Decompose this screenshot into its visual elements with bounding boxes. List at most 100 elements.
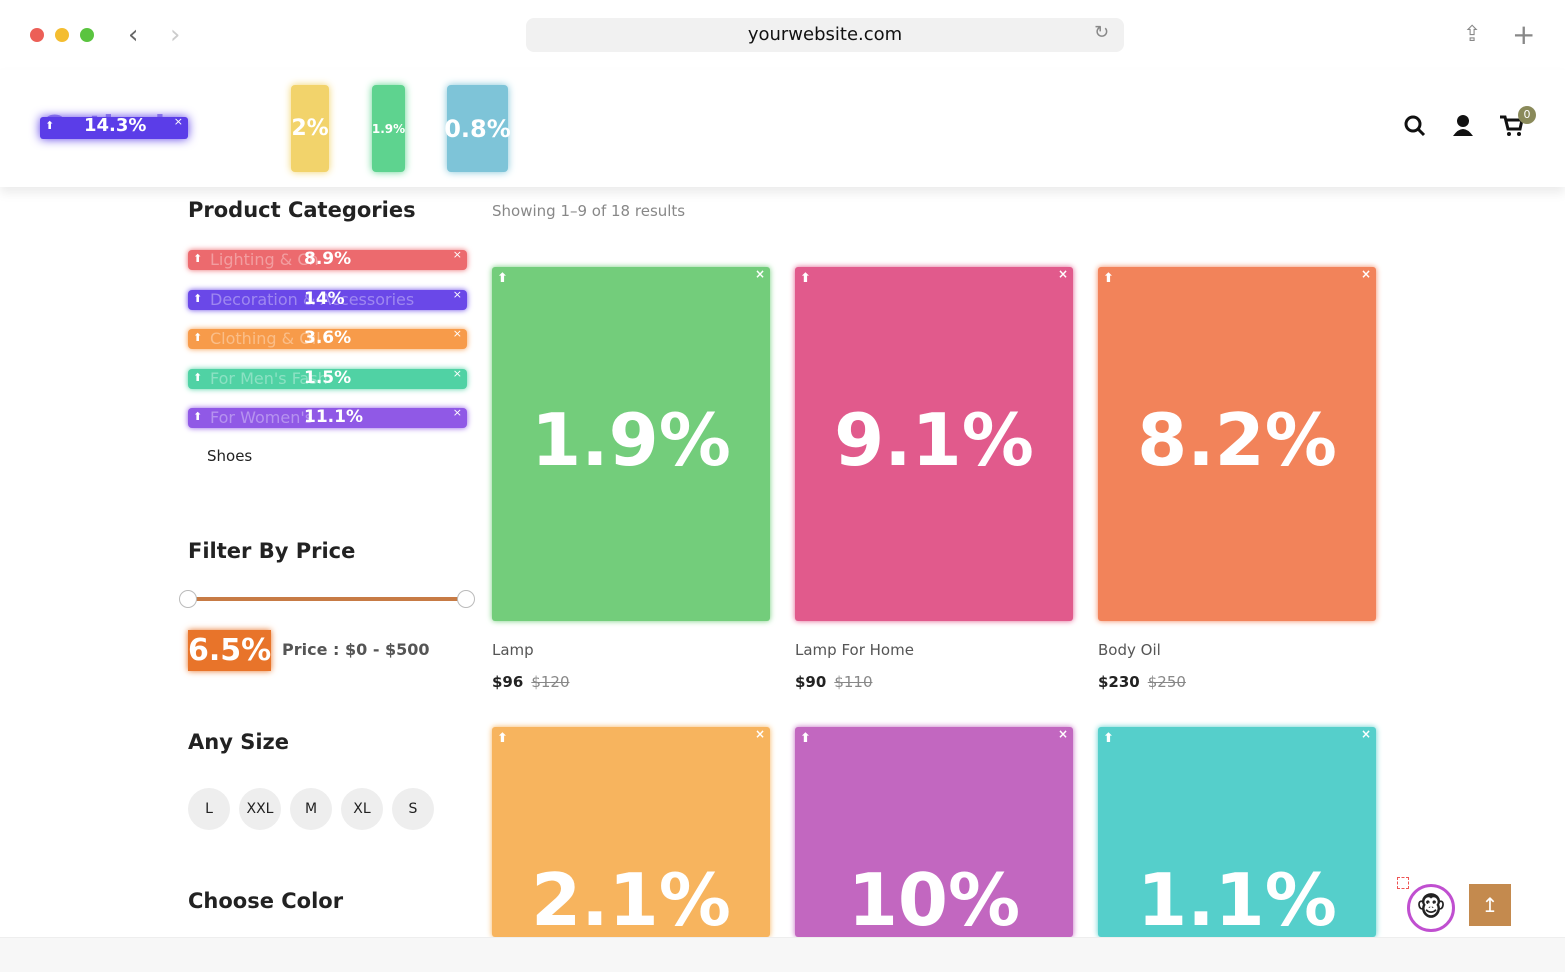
product-card[interactable]: 2.1% ⬆ × xyxy=(492,727,770,937)
product-card[interactable]: 10% ⬆ × xyxy=(795,727,1073,937)
pin-icon: ⬆ xyxy=(1103,271,1114,286)
category-link[interactable]: Shoes xyxy=(207,447,253,465)
close-icon[interactable]: × xyxy=(754,267,765,281)
size-option[interactable]: XXL xyxy=(239,788,281,830)
product-price: $90 $110 xyxy=(795,673,873,691)
select-icon[interactable] xyxy=(1397,877,1409,889)
old-price: $110 xyxy=(834,673,873,691)
nav-heat: 2% xyxy=(291,85,329,172)
close-icon[interactable]: × xyxy=(1360,267,1371,281)
click-rate: 8.2% xyxy=(1137,398,1337,482)
forward-button[interactable]: › xyxy=(170,20,181,50)
nav-heat: 0.8% xyxy=(444,85,511,172)
size-option[interactable]: L xyxy=(188,788,230,830)
size-option[interactable]: M xyxy=(290,788,332,830)
price-title: Filter By Price xyxy=(188,539,356,563)
results-count: Showing 1–9 of 18 results xyxy=(492,202,686,220)
categories-title: Product Categories xyxy=(188,198,416,222)
product-card[interactable]: 1.9% ⬆ × xyxy=(492,267,770,621)
category-link[interactable]: Lighting & Ch xyxy=(210,250,319,269)
close-icon[interactable]: × xyxy=(1360,727,1371,741)
click-rate: 8.9% xyxy=(304,250,352,269)
category-heat[interactable]: Lighting & Ch 8.9% ⬆ × xyxy=(188,250,467,270)
product-name[interactable]: Body Oil xyxy=(1098,641,1161,659)
category-link[interactable]: Decoration & Accessories xyxy=(210,289,415,309)
pin-icon: ⬆ xyxy=(45,119,55,132)
price-slider xyxy=(188,597,467,601)
size-option[interactable]: XL xyxy=(341,788,383,830)
close-icon[interactable]: × xyxy=(754,727,765,741)
price: $90 xyxy=(795,673,827,691)
close-icon[interactable]: × xyxy=(452,250,462,261)
click-rate: 14% xyxy=(304,289,345,309)
pin-icon: ⬆ xyxy=(800,271,811,286)
price: $96 xyxy=(492,673,524,691)
new-tab-icon[interactable]: + xyxy=(1512,18,1536,51)
nav-heat: 1.9% xyxy=(372,85,405,172)
reload-icon[interactable]: ↻ xyxy=(1094,22,1110,43)
back-button[interactable]: ‹ xyxy=(128,20,139,50)
close-icon[interactable]: × xyxy=(452,289,462,301)
logo-heat: ⬆ 14.3% × xyxy=(40,115,188,139)
click-rate: 1.1% xyxy=(1137,858,1337,937)
close-dot[interactable] xyxy=(30,28,44,42)
size-option[interactable]: S xyxy=(392,788,434,830)
chat-avatar[interactable]: 🐵 xyxy=(1407,884,1455,932)
category-heat[interactable]: Clothing & Oil 3.6% ⬆ × xyxy=(188,329,467,349)
color-title: Choose Color xyxy=(188,889,344,913)
pin-icon: ⬆ xyxy=(193,410,203,423)
click-rate: 9.1% xyxy=(834,398,1034,482)
slider-handle[interactable] xyxy=(179,590,197,608)
filter-button[interactable]: 6.5% xyxy=(188,630,271,671)
site-header xyxy=(0,70,1565,187)
pin-icon: ⬆ xyxy=(193,252,203,265)
min-dot[interactable] xyxy=(55,28,69,42)
scroll-top-button[interactable]: ↥ xyxy=(1469,884,1511,926)
close-icon[interactable]: × xyxy=(173,115,183,128)
pin-icon: ⬆ xyxy=(800,731,811,746)
pin-icon: ⬆ xyxy=(193,331,203,344)
product-card[interactable]: 8.2% ⬆ × xyxy=(1098,267,1376,621)
close-icon[interactable]: × xyxy=(452,408,462,419)
pin-icon: ⬆ xyxy=(497,731,508,746)
product-name[interactable]: Lamp For Home xyxy=(795,641,914,659)
cart-count: 0 xyxy=(1518,106,1536,124)
product-price: $96 $120 xyxy=(492,673,570,691)
product-price: $230 $250 xyxy=(1098,673,1186,691)
click-rate: 1.9% xyxy=(371,121,406,136)
pin-icon: ⬆ xyxy=(193,370,203,384)
click-rate: 2% xyxy=(291,116,329,141)
old-price: $120 xyxy=(531,673,570,691)
max-dot[interactable] xyxy=(80,28,94,42)
close-icon[interactable]: × xyxy=(1057,267,1068,281)
share-icon[interactable]: ⇪ xyxy=(1463,22,1482,47)
product-card[interactable]: 9.1% ⬆ × xyxy=(795,267,1073,621)
category-link[interactable]: Clothing & Oil xyxy=(210,329,321,348)
click-rate: 3.6% xyxy=(304,329,352,348)
click-rate: 10% xyxy=(847,858,1021,937)
category-link[interactable]: For Women's xyxy=(210,408,314,427)
category-heat[interactable]: For Men's Fash 1.5% ⬆ × xyxy=(188,368,467,389)
category-link[interactable]: For Men's Fash xyxy=(210,368,328,388)
size-title: Any Size xyxy=(188,730,289,754)
click-rate: 14.3% xyxy=(84,115,147,136)
pin-icon: ⬆ xyxy=(497,271,508,286)
old-price: $250 xyxy=(1147,673,1186,691)
pin-icon: ⬆ xyxy=(1103,731,1114,746)
account-icon[interactable] xyxy=(1452,114,1474,138)
slider-handle[interactable] xyxy=(457,590,475,608)
product-card[interactable]: 1.1% ⬆ × xyxy=(1098,727,1376,937)
product-name[interactable]: Lamp xyxy=(492,641,534,659)
category-heat[interactable]: For Women's 11.1% ⬆ × xyxy=(188,408,467,428)
close-icon[interactable]: × xyxy=(452,368,462,380)
close-icon[interactable]: × xyxy=(452,329,462,340)
click-rate: 1.5% xyxy=(304,368,352,388)
click-rate: 1.9% xyxy=(531,398,731,482)
close-icon[interactable]: × xyxy=(1057,727,1068,741)
pin-icon: ⬆ xyxy=(193,291,203,305)
address-bar[interactable]: yourwebsite.com xyxy=(526,18,1124,52)
category-heat[interactable]: Decoration & Accessories 14% ⬆ × xyxy=(188,289,467,310)
search-icon[interactable] xyxy=(1403,114,1427,138)
click-rate: 0.8% xyxy=(444,114,511,143)
